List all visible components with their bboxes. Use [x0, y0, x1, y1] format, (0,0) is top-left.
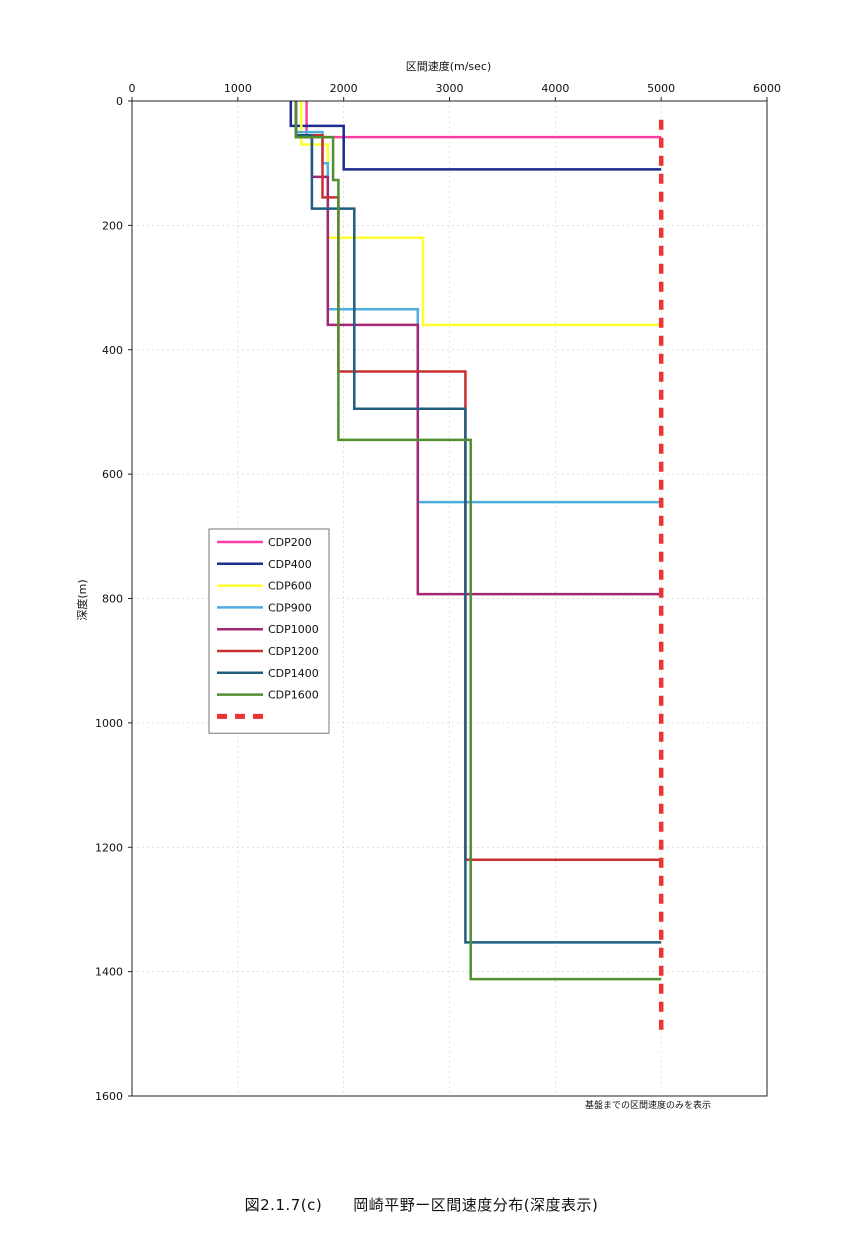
- legend-label: CDP900: [268, 601, 312, 614]
- legend-label: CDP1000: [268, 623, 319, 636]
- legend: CDP200 CDP400 CDP600 CDP900 CDP1000 CDP1200 CD…: [208, 528, 330, 734]
- y-tick-label: 400: [102, 344, 123, 357]
- x-axis-title: 区間速度(m/sec): [406, 59, 492, 73]
- series-line-cdp400: [289, 101, 662, 171]
- x-tick-label: 5000: [647, 82, 675, 95]
- legend-label: CDP1600: [268, 689, 319, 702]
- series-line-cdp200: [305, 101, 662, 139]
- series-line-cdp1200: [294, 101, 662, 861]
- x-tick-label: 1000: [224, 82, 252, 95]
- series-line-cdp1000: [294, 101, 662, 596]
- x-tick-label: 0: [129, 82, 136, 95]
- y-tick-label: 0: [116, 95, 123, 108]
- y-axis-ticks: 0 200 400 600 800 1000 1200 1400 1600: [95, 95, 132, 1103]
- x-tick-label: 2000: [330, 82, 358, 95]
- x-tick-label: 3000: [436, 82, 464, 95]
- legend-label: CDP200: [268, 536, 312, 549]
- y-tick-label: 1000: [95, 717, 123, 730]
- y-tick-label: 800: [102, 593, 123, 606]
- figure-caption: 図2.1.7(c) 岡崎平野ー区間速度分布(深度表示): [244, 1196, 599, 1214]
- legend-label: CDP400: [268, 558, 312, 571]
- legend-label: CDP1200: [268, 645, 319, 658]
- y-tick-label: 1200: [95, 841, 123, 854]
- legend-label: CDP600: [268, 580, 312, 593]
- legend-label: CDP1400: [268, 667, 319, 680]
- chart-note: 基盤までの区間速度のみを表示: [585, 1099, 711, 1111]
- y-tick-label: 1400: [95, 966, 123, 979]
- series-line-cdp1400: [294, 101, 662, 944]
- y-axis-title: 深度(m): [75, 579, 89, 620]
- series-line-cdp900: [294, 101, 662, 504]
- series-line-cdp1600: [294, 101, 662, 981]
- x-tick-label: 6000: [753, 82, 781, 95]
- x-tick-label: 4000: [541, 82, 569, 95]
- series-lines: [289, 101, 664, 1034]
- y-tick-label: 200: [102, 219, 123, 232]
- x-axis-ticks: 0 1000 2000 3000 4000 5000 6000: [129, 82, 781, 101]
- y-tick-label: 1600: [95, 1090, 123, 1103]
- y-tick-label: 600: [102, 468, 123, 481]
